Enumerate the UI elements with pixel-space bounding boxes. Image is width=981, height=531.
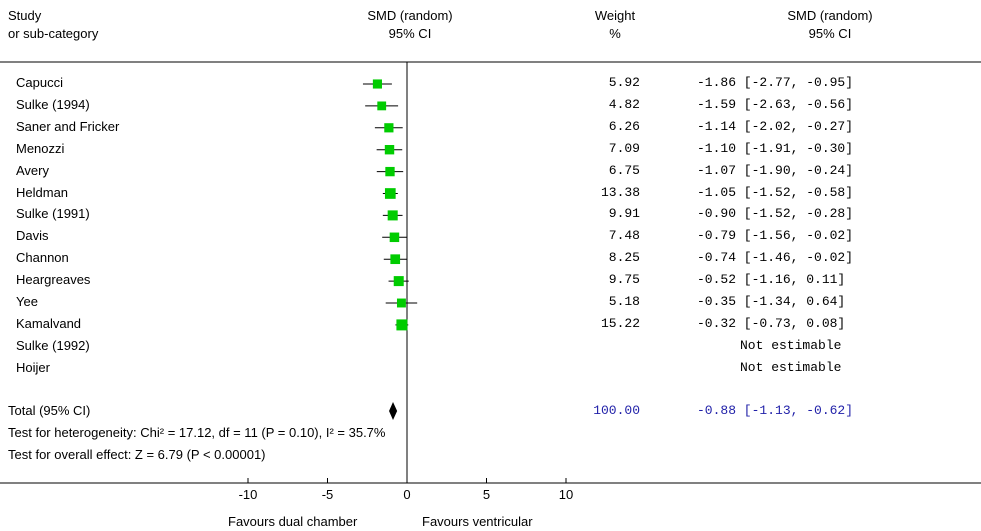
study-weight: 15.22 bbox=[600, 316, 640, 331]
axis-tick-label: 5 bbox=[483, 487, 490, 502]
study-weight: 6.75 bbox=[608, 163, 640, 178]
favours-right-label: Favours ventricular bbox=[422, 514, 533, 529]
axis-tick-label: 0 bbox=[403, 487, 410, 502]
favours-left-label: Favours dual chamber bbox=[228, 514, 358, 529]
smd-plot-header-line1: SMD (random) bbox=[367, 8, 453, 23]
study-ci-text: -1.05 [-1.52, -0.58] bbox=[697, 185, 854, 200]
study-name: Kamalvand bbox=[16, 316, 82, 331]
effect-square bbox=[384, 188, 396, 199]
study-name: Saner and Fricker bbox=[16, 119, 120, 134]
effect-square bbox=[389, 232, 400, 243]
study-marks bbox=[362, 79, 418, 331]
overall-effect-text: Test for overall effect: Z = 6.79 (P < 0… bbox=[8, 447, 266, 462]
effect-square bbox=[396, 319, 408, 331]
study-ci-text: -1.14 [-2.02, -0.27] bbox=[697, 119, 854, 134]
effect-square bbox=[390, 254, 401, 265]
study-ci-text: -1.10 [-1.91, -0.30] bbox=[697, 141, 854, 156]
axis-ticks: -10 -5 0 5 10 bbox=[239, 478, 573, 502]
study-ci-text: -0.32 [-0.73, 0.08] bbox=[697, 316, 846, 331]
study-weight: 7.09 bbox=[608, 141, 640, 156]
study-name: Menozzi bbox=[16, 141, 65, 156]
smd-plot-header-line2: 95% CI bbox=[388, 26, 432, 41]
study-header-line2: or sub-category bbox=[8, 26, 99, 41]
effect-square bbox=[385, 166, 395, 177]
study-ci-text: -0.35 [-1.34, 0.64] bbox=[697, 294, 846, 309]
study-ci-text: -1.07 [-1.90, -0.24] bbox=[697, 163, 854, 178]
study-name: Sulke (1992) bbox=[16, 338, 90, 353]
study-ci-text: -0.79 [-1.56, -0.02] bbox=[697, 228, 854, 243]
study-ci-text: -0.52 [-1.16, 0.11] bbox=[697, 272, 846, 287]
total-label: Total (95% CI) bbox=[8, 403, 91, 418]
effect-square bbox=[384, 123, 394, 133]
study-ci-text: -0.74 [-1.46, -0.02] bbox=[697, 250, 854, 265]
effect-square bbox=[396, 298, 406, 308]
study-name: Sulke (1994) bbox=[16, 97, 90, 112]
study-weight: 9.91 bbox=[608, 206, 640, 221]
study-name: Davis bbox=[16, 228, 49, 243]
effect-square bbox=[384, 144, 395, 155]
effect-square bbox=[372, 79, 382, 89]
effect-square bbox=[377, 101, 387, 111]
study-ci-text: Not estimable bbox=[740, 360, 842, 375]
effect-square bbox=[387, 210, 398, 221]
smd-ci-header-line2: 95% CI bbox=[808, 26, 852, 41]
weight-header-line1: Weight bbox=[594, 8, 636, 23]
study-ci-text: Not estimable bbox=[740, 338, 842, 353]
study-weight: 13.38 bbox=[600, 185, 640, 200]
study-ci-text: -1.86 [-2.77, -0.95] bbox=[697, 75, 854, 90]
smd-ci-header-line1: SMD (random) bbox=[787, 8, 873, 23]
study-name: Capucci bbox=[16, 75, 63, 90]
study-name: Heldman bbox=[16, 185, 69, 200]
study-weight: 5.92 bbox=[608, 75, 640, 90]
study-name: Yee bbox=[16, 294, 38, 309]
study-name: Sulke (1991) bbox=[16, 206, 90, 221]
heterogeneity-text: Test for heterogeneity: Chi² = 17.12, df… bbox=[8, 425, 386, 440]
total-ci-text: -0.88 [-1.13, -0.62] bbox=[697, 403, 854, 418]
study-ci-text: -0.90 [-1.52, -0.28] bbox=[697, 206, 854, 221]
axis-tick-label: -10 bbox=[239, 487, 258, 502]
study-weight: 5.18 bbox=[608, 294, 640, 309]
study-weight: 6.26 bbox=[608, 119, 640, 134]
study-header-line1: Study bbox=[8, 8, 42, 23]
study-weight: 9.75 bbox=[608, 272, 640, 287]
total-weight: 100.00 bbox=[593, 403, 640, 418]
study-weight: 7.48 bbox=[608, 228, 640, 243]
study-name: Avery bbox=[16, 163, 49, 178]
study-weight: 4.82 bbox=[608, 97, 640, 112]
weight-header-line2: % bbox=[609, 26, 621, 41]
study-name: Channon bbox=[16, 250, 69, 265]
study-name: Heargreaves bbox=[16, 272, 91, 287]
total-diamond-group bbox=[389, 402, 398, 420]
axis-tick-label: -5 bbox=[322, 487, 334, 502]
study-weight: 8.25 bbox=[608, 250, 640, 265]
total-diamond bbox=[389, 402, 398, 420]
effect-square bbox=[393, 276, 404, 287]
axis-tick-label: 10 bbox=[559, 487, 573, 502]
study-ci-text: -1.59 [-2.63, -0.56] bbox=[697, 97, 854, 112]
study-name: Hoijer bbox=[16, 360, 50, 375]
